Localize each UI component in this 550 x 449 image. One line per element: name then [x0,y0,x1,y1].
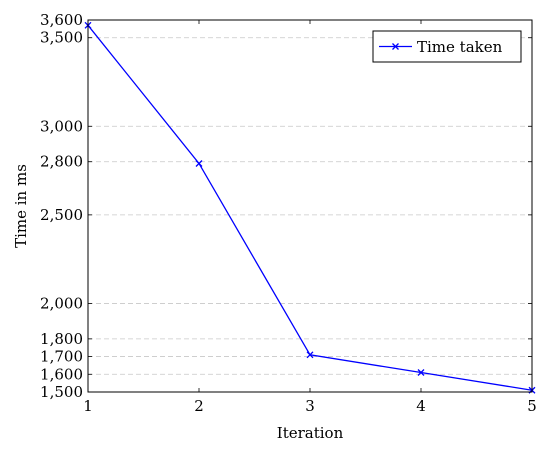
y-tick-label: 2,000 [40,294,83,312]
y-tick-label: 1,500 [40,383,83,401]
series-line [87,24,533,391]
y-tick-label: 1,600 [40,365,83,383]
x-tick-label: 4 [416,397,426,415]
x-tick-label: 1 [83,397,93,415]
series-layer [84,21,536,394]
y-tick-label: 2,500 [40,206,83,224]
y-axis-title: Time in ms [12,164,30,248]
data-point-x-marker [306,351,314,359]
y-tick-label: 1,700 [40,348,83,366]
y-tick-label: 3,000 [40,117,83,135]
y-tick-label: 2,800 [40,153,83,171]
axis-ticks [87,19,533,393]
x-tick-label: 5 [527,397,537,415]
x-axis-title: Iteration [277,424,344,442]
legend-label: Time taken [417,38,503,56]
x-tick-label: 2 [194,397,204,415]
y-tick-label: 3,500 [40,29,83,47]
plot-frame [87,19,533,393]
data-point-x-marker [417,369,425,376]
grid-lines [88,37,532,375]
legend-x-marker-icon [392,43,399,50]
y-tick-label: 3,600 [40,11,83,29]
x-tick-label: 3 [305,397,315,415]
data-point-x-marker [195,160,203,167]
legend: Time taken [372,30,522,63]
y-tick-label: 1,800 [40,330,83,348]
